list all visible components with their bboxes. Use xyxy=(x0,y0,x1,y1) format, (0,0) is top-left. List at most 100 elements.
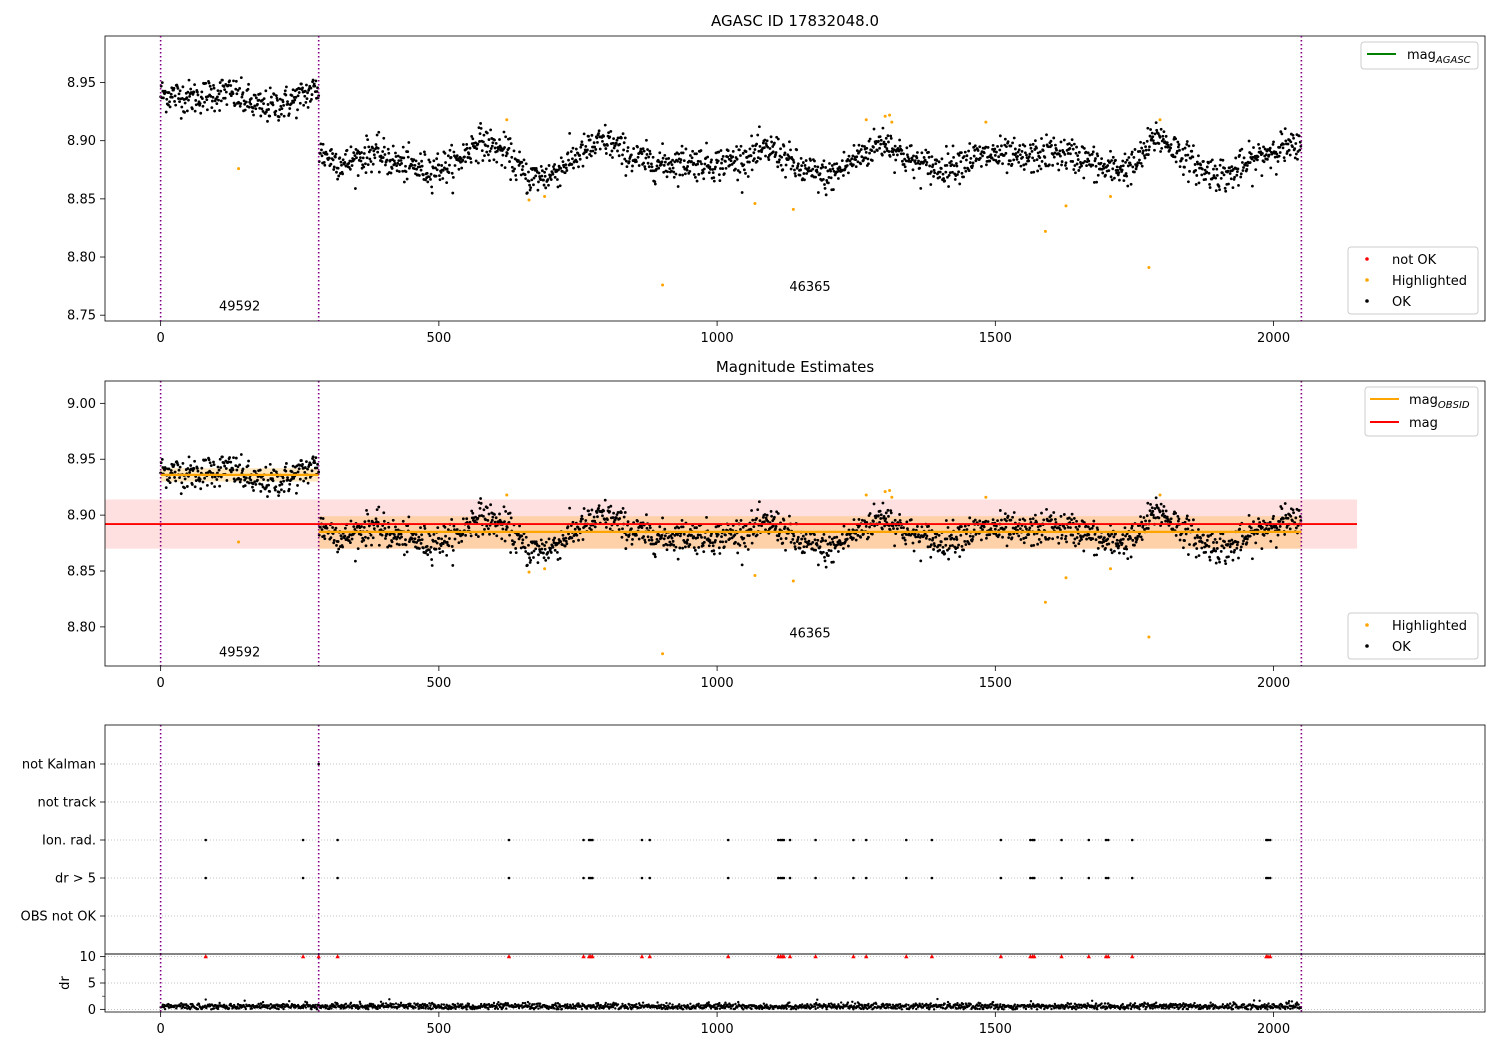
ok-point xyxy=(637,164,641,167)
ok-point xyxy=(989,153,993,157)
ok-point xyxy=(963,166,967,170)
ok-point xyxy=(431,539,435,543)
ok-point xyxy=(1057,541,1061,545)
ok-point xyxy=(180,105,184,109)
ok-point xyxy=(1221,532,1225,536)
ok-point xyxy=(1233,548,1236,552)
ok-point xyxy=(376,524,380,528)
ok-point xyxy=(323,163,327,167)
ok-point xyxy=(563,171,567,175)
ok-point xyxy=(867,162,870,166)
ok-point xyxy=(753,148,757,151)
ok-point xyxy=(831,188,835,191)
ok-point xyxy=(1240,147,1244,151)
ok-point xyxy=(1110,551,1114,555)
ok-point xyxy=(561,543,564,546)
ok-point xyxy=(212,83,215,87)
legend-marker xyxy=(1365,299,1369,303)
ok-point xyxy=(1141,151,1145,155)
ok-point xyxy=(597,504,601,508)
ok-point xyxy=(823,555,826,559)
ok-point xyxy=(213,109,217,113)
ok-point xyxy=(621,132,625,136)
ok-point xyxy=(1256,158,1259,162)
ok-point xyxy=(616,149,619,153)
ok-point xyxy=(451,175,455,179)
ok-point xyxy=(209,471,213,474)
ok-point xyxy=(1166,518,1170,521)
ok-point xyxy=(744,150,748,153)
ok-point xyxy=(1268,149,1272,152)
ok-point xyxy=(553,175,557,179)
highlighted-point xyxy=(888,489,892,493)
ok-point xyxy=(1109,548,1113,552)
ok-point xyxy=(950,163,954,167)
ok-point xyxy=(1120,168,1124,172)
ok-point xyxy=(1205,543,1209,547)
ok-point xyxy=(393,162,397,165)
ok-point xyxy=(1140,146,1144,150)
ok-point xyxy=(820,536,824,540)
ok-point xyxy=(799,541,802,545)
ok-point xyxy=(474,159,478,163)
ok-point xyxy=(903,165,907,169)
ok-point xyxy=(448,148,452,152)
ok-point xyxy=(301,462,304,466)
ok-point xyxy=(750,168,754,172)
ok-point xyxy=(400,162,403,165)
ok-point xyxy=(1240,534,1244,538)
ok-point xyxy=(1007,536,1011,540)
ok-point xyxy=(1016,524,1020,528)
ok-point xyxy=(361,163,365,167)
ok-point xyxy=(760,150,764,154)
ok-point xyxy=(217,468,221,472)
ok-point xyxy=(1067,516,1071,520)
ok-point xyxy=(366,512,370,516)
ok-point xyxy=(1115,538,1119,542)
ok-point xyxy=(1002,527,1006,531)
ok-point xyxy=(1141,525,1145,529)
ok-point xyxy=(822,159,826,163)
ok-point xyxy=(650,162,653,166)
ok-point xyxy=(784,175,787,179)
ok-point xyxy=(611,141,615,145)
ok-point xyxy=(205,483,209,487)
ok-point xyxy=(602,509,605,513)
ok-point xyxy=(1178,148,1181,152)
ok-point xyxy=(1113,549,1116,553)
x-axis-1: 0 500 1000 1500 2000 xyxy=(157,666,1290,691)
ok-point xyxy=(1022,537,1026,540)
ok-point xyxy=(234,456,238,460)
ok-point xyxy=(1297,509,1301,512)
ok-point xyxy=(1185,517,1189,521)
ok-point xyxy=(1118,551,1121,555)
ok-point xyxy=(831,540,835,544)
dr-point xyxy=(378,1006,382,1010)
ok-point xyxy=(923,158,927,162)
ok-point xyxy=(939,540,943,544)
ok-point xyxy=(1180,157,1184,161)
ok-point xyxy=(390,540,394,544)
ok-point xyxy=(746,175,750,178)
ok-point xyxy=(672,175,676,179)
ok-point xyxy=(837,550,840,553)
ok-point xyxy=(624,174,628,177)
ok-point xyxy=(239,102,243,106)
ok-point xyxy=(440,164,444,167)
flags-plot xyxy=(105,762,1485,917)
ok-point xyxy=(1004,525,1008,529)
ok-point xyxy=(170,95,174,99)
ok-point xyxy=(887,514,890,518)
ok-point xyxy=(1260,174,1264,178)
ok-point xyxy=(981,154,984,158)
ok-point xyxy=(404,170,408,174)
dr-point xyxy=(523,1001,527,1005)
ok-point xyxy=(1244,535,1248,539)
ok-point xyxy=(1288,527,1292,531)
ok-point xyxy=(1212,167,1215,171)
ok-point xyxy=(712,549,716,553)
ok-point xyxy=(623,511,627,514)
ok-point xyxy=(210,475,214,479)
ok-point xyxy=(1094,538,1098,542)
ok-point xyxy=(946,526,950,529)
